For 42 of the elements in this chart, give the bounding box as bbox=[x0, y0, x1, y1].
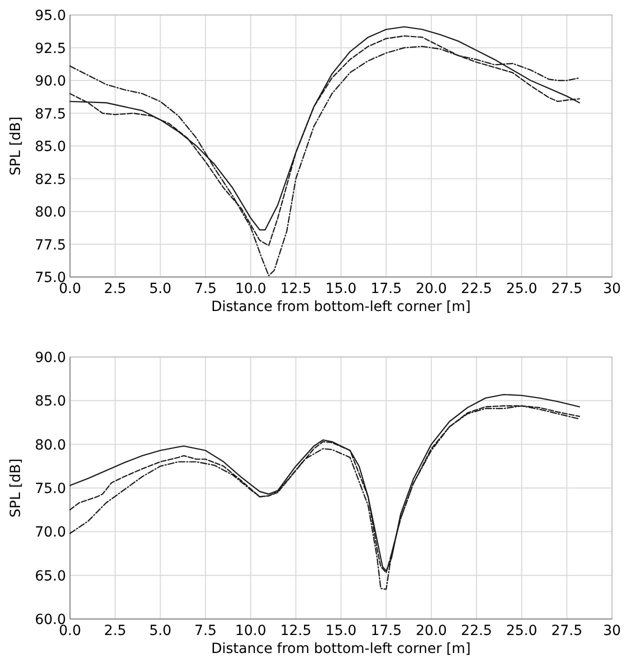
y-tick-label: 92.5 bbox=[34, 40, 66, 57]
y-tick-label: 90.0 bbox=[34, 350, 66, 366]
x-tick-label: 7.5 bbox=[194, 623, 217, 639]
y-tick-label: 70.0 bbox=[34, 524, 66, 541]
x-tick-label: 25.0 bbox=[506, 281, 538, 297]
x-tick-label: 10.0 bbox=[235, 623, 266, 639]
y-tick-label: 65.0 bbox=[34, 568, 66, 584]
x-tick-label: 20.0 bbox=[416, 623, 447, 639]
x-tick-label: 17.5 bbox=[370, 623, 402, 639]
x-tick-label: 27.5 bbox=[551, 281, 582, 297]
y-tick-label: 90.0 bbox=[34, 74, 66, 90]
x-tick-label: 30 bbox=[603, 281, 621, 297]
x-tick-label: 12.5 bbox=[280, 281, 312, 297]
x-tick-label: 15.0 bbox=[325, 281, 357, 297]
y-tick-label: 80.0 bbox=[34, 437, 66, 454]
y-tick-label: 85.0 bbox=[34, 394, 66, 410]
y-tick-label: 87.5 bbox=[34, 106, 66, 122]
x-tick-label: 12.5 bbox=[280, 623, 312, 639]
x-tick-label: 22.5 bbox=[460, 623, 492, 639]
x-axis-title: Distance from bottom-left corner [m] bbox=[211, 299, 471, 315]
x-tick-label: 10.0 bbox=[235, 281, 266, 297]
x-tick-label: 25.0 bbox=[506, 623, 538, 639]
x-tick-label: 2.5 bbox=[104, 281, 126, 297]
x-tick-label: 27.5 bbox=[551, 623, 582, 639]
y-axis-title: SPL [dB] bbox=[8, 458, 24, 518]
x-tick-label: 5.0 bbox=[149, 623, 172, 639]
x-tick-label: 5.0 bbox=[149, 281, 172, 297]
y-tick-label: 82.5 bbox=[34, 172, 66, 188]
x-tick-label: 2.5 bbox=[104, 623, 126, 639]
x-tick-label: 30 bbox=[603, 623, 621, 639]
y-tick-label: 85.0 bbox=[34, 139, 66, 155]
x-tick-label: 7.5 bbox=[194, 281, 217, 297]
y-tick-label: 80.0 bbox=[34, 204, 66, 220]
y-tick-label: 75.0 bbox=[34, 481, 66, 497]
y-tick-label: 77.5 bbox=[34, 237, 66, 254]
x-axis-title: Distance from bottom-left corner [m] bbox=[211, 641, 471, 657]
y-axis-title: SPL [dB] bbox=[8, 116, 24, 176]
x-tick-label: 15.0 bbox=[325, 623, 357, 639]
x-tick-label: 17.5 bbox=[370, 281, 402, 297]
x-tick-label: 20.0 bbox=[416, 281, 447, 297]
y-tick-label: 95.0 bbox=[34, 8, 66, 24]
x-tick-label: 22.5 bbox=[460, 281, 492, 297]
